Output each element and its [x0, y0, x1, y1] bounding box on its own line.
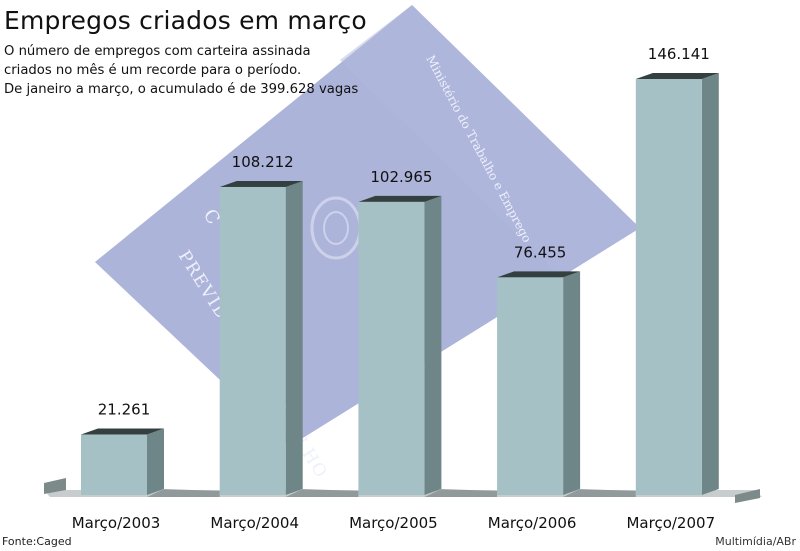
- bar-group: 21.261 Março/2003: [72, 400, 220, 532]
- bar-floor-shadow: [424, 489, 498, 497]
- work-card-inner-shade: [340, 5, 640, 276]
- bar-side: [701, 73, 719, 495]
- source-note: Fonte:Caged: [2, 535, 72, 548]
- credit-note: Multimídia/ABr: [715, 535, 796, 548]
- chart-title: Empregos criados em março: [4, 6, 367, 35]
- subtitle-line-1: O número de empregos com carteira assina…: [4, 44, 311, 59]
- chart-bars: 21.261 Março/2003 108.212 Março/2004 102.965…: [72, 45, 719, 532]
- bar-group: 76.455 Março/2006: [488, 243, 636, 532]
- category-label: Março/2007: [626, 514, 715, 532]
- bar-side: [285, 180, 303, 495]
- bar-group: 146.141 Março/2007: [626, 45, 719, 532]
- subtitle-line-2: criados no mês é um recorde para o perío…: [4, 63, 302, 78]
- bar-top: [635, 73, 719, 79]
- bar-value-label: 146.141: [648, 45, 710, 63]
- bar-group: 102.965 Março/2005: [349, 168, 498, 532]
- category-label: Março/2006: [488, 514, 577, 532]
- bar-value-label: 76.455: [514, 243, 567, 261]
- bar-top: [219, 180, 303, 187]
- bar-floor-shadow: [563, 489, 636, 497]
- bar-side: [424, 195, 442, 496]
- floor-edge-right: [735, 489, 760, 503]
- bar-value-label: 21.261: [98, 400, 151, 418]
- bar: [497, 277, 564, 495]
- floor-edge-left: [44, 478, 66, 494]
- bar: [219, 186, 286, 495]
- bar-top: [497, 271, 581, 278]
- bar-group: 108.212 Março/2004: [210, 153, 359, 532]
- bar-value-label: 102.965: [370, 168, 432, 186]
- bar-side: [147, 428, 164, 495]
- subtitle-line-3: De janeiro a março, o acumulado é de 399…: [4, 82, 359, 97]
- chart-subtitle: O número de empregos com carteira assina…: [4, 42, 358, 99]
- category-label: Março/2003: [72, 514, 161, 532]
- bar-floor-shadow: [285, 489, 359, 497]
- bar-top: [81, 428, 164, 435]
- bar: [81, 434, 147, 495]
- bar: [358, 201, 425, 496]
- category-label: Março/2004: [210, 514, 299, 532]
- bar-floor-shadow: [147, 489, 220, 497]
- bar-top: [358, 195, 442, 202]
- category-label: Março/2005: [349, 514, 438, 532]
- bar: [635, 79, 702, 495]
- bar-side: [563, 271, 581, 495]
- bar-value-label: 108.212: [232, 153, 294, 171]
